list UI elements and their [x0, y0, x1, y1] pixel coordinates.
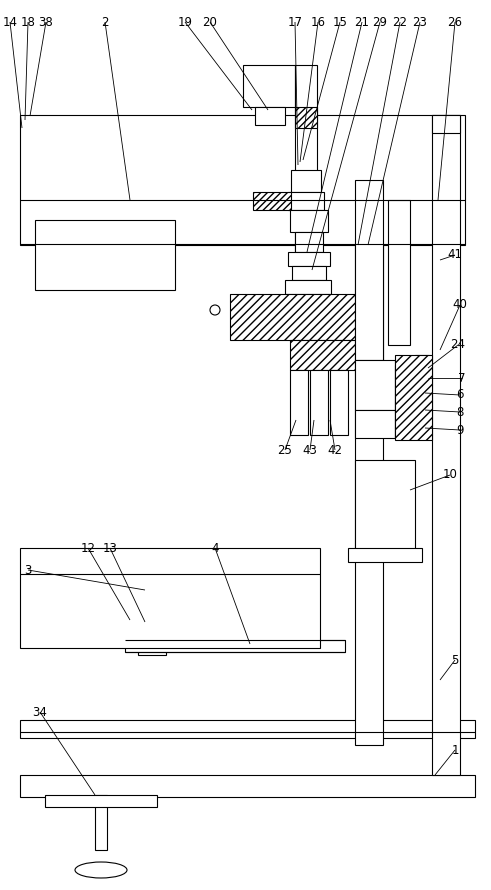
- Bar: [35, 220, 175, 290]
- Bar: [355, 180, 383, 360]
- Bar: [395, 365, 413, 410]
- Text: 7: 7: [458, 371, 466, 384]
- Text: 10: 10: [442, 468, 458, 481]
- Bar: [388, 200, 410, 345]
- Bar: [291, 170, 321, 192]
- Bar: [355, 410, 395, 438]
- Bar: [288, 192, 324, 210]
- Polygon shape: [295, 107, 317, 128]
- Text: 13: 13: [103, 541, 117, 554]
- Text: 29: 29: [373, 15, 387, 28]
- Text: 26: 26: [447, 15, 463, 28]
- Bar: [20, 548, 320, 648]
- Ellipse shape: [75, 862, 127, 878]
- Text: 21: 21: [355, 15, 370, 28]
- Bar: [355, 460, 415, 550]
- Bar: [125, 630, 183, 644]
- Bar: [128, 618, 138, 646]
- Bar: [415, 390, 429, 406]
- Polygon shape: [230, 294, 380, 340]
- Polygon shape: [395, 355, 432, 440]
- Text: 40: 40: [453, 298, 467, 312]
- Text: 42: 42: [327, 443, 343, 457]
- Text: 19: 19: [178, 15, 192, 28]
- Polygon shape: [290, 340, 380, 370]
- Bar: [355, 245, 383, 745]
- Text: 9: 9: [456, 424, 464, 436]
- Text: 18: 18: [21, 15, 35, 28]
- Text: 23: 23: [412, 15, 428, 28]
- Text: 34: 34: [32, 706, 48, 718]
- Bar: [125, 640, 345, 652]
- Text: 22: 22: [392, 15, 408, 28]
- Text: 20: 20: [203, 15, 218, 28]
- Text: 3: 3: [25, 563, 32, 577]
- Bar: [292, 266, 326, 280]
- Text: 41: 41: [447, 248, 463, 262]
- Text: 24: 24: [451, 338, 465, 352]
- Text: 4: 4: [211, 541, 219, 554]
- Bar: [45, 795, 157, 807]
- Polygon shape: [138, 555, 166, 590]
- Text: 8: 8: [456, 406, 464, 418]
- Text: 12: 12: [81, 541, 96, 554]
- Text: 43: 43: [302, 443, 318, 457]
- Bar: [355, 360, 395, 410]
- Bar: [348, 548, 422, 562]
- Text: 1: 1: [451, 743, 459, 756]
- Bar: [170, 618, 180, 646]
- Bar: [295, 65, 317, 260]
- Bar: [295, 232, 323, 252]
- Text: 16: 16: [310, 15, 326, 28]
- Bar: [415, 355, 429, 373]
- Bar: [290, 210, 328, 232]
- Text: 2: 2: [101, 15, 109, 28]
- Bar: [432, 115, 460, 775]
- Text: 6: 6: [456, 389, 464, 401]
- Text: 5: 5: [451, 653, 459, 667]
- Bar: [285, 280, 331, 294]
- Bar: [138, 590, 166, 655]
- Bar: [395, 410, 413, 438]
- Bar: [330, 370, 348, 435]
- Text: 14: 14: [2, 15, 18, 28]
- Text: 38: 38: [39, 15, 54, 28]
- Bar: [432, 115, 460, 133]
- Bar: [20, 775, 475, 797]
- Bar: [255, 107, 285, 125]
- Bar: [310, 370, 328, 435]
- Bar: [20, 115, 465, 245]
- Text: 17: 17: [288, 15, 302, 28]
- Text: 15: 15: [332, 15, 348, 28]
- Text: 25: 25: [277, 443, 293, 457]
- Bar: [95, 795, 107, 850]
- Bar: [415, 373, 429, 388]
- Bar: [20, 720, 475, 738]
- Bar: [415, 408, 429, 424]
- Circle shape: [210, 305, 220, 315]
- Bar: [290, 370, 308, 435]
- Bar: [243, 65, 295, 107]
- Bar: [288, 252, 330, 266]
- Polygon shape: [253, 192, 291, 210]
